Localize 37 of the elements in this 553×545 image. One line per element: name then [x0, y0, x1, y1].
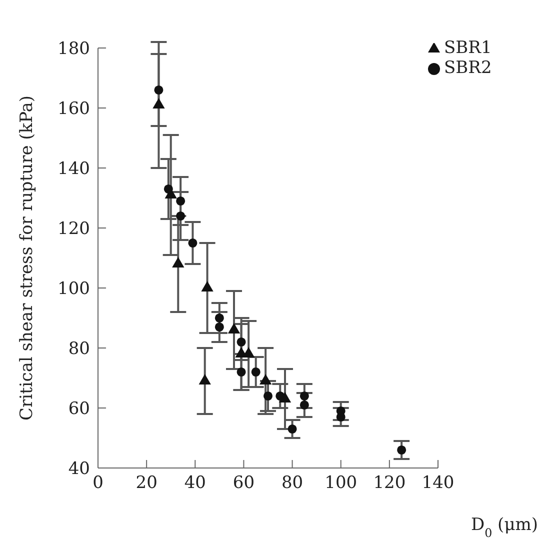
point — [176, 211, 186, 221]
point — [300, 391, 309, 401]
legend-label: SBR1 — [444, 38, 492, 58]
point — [397, 445, 406, 455]
point — [236, 337, 246, 347]
point — [214, 322, 224, 332]
y-tick-label: 120 — [58, 219, 90, 240]
x-tick-label: 40 — [184, 473, 206, 494]
point — [276, 391, 285, 401]
point — [336, 412, 346, 422]
point — [164, 184, 173, 194]
x-tick-label: 80 — [281, 473, 304, 494]
y-tick-label: 100 — [58, 279, 90, 300]
point — [288, 424, 297, 434]
x-tick-label: 60 — [232, 473, 255, 494]
x-axis-title: D$_{0}$ (μm) — [470, 515, 538, 540]
point — [214, 313, 224, 323]
point — [251, 367, 260, 377]
point — [236, 367, 246, 377]
x-tick-label: 0 — [92, 473, 104, 494]
y-tick-label: 80 — [68, 339, 90, 360]
x-tick-label: 140 — [422, 473, 454, 494]
point — [176, 196, 186, 206]
x-tick-label: 100 — [324, 473, 358, 494]
y-tick-label: 180 — [58, 39, 90, 60]
y-tick-label: 40 — [68, 459, 90, 480]
point — [300, 400, 309, 410]
x-tick-label: 20 — [136, 473, 158, 494]
point — [188, 238, 198, 248]
y-axis-title: Critical shear stress for rupture (kPa) — [17, 95, 37, 421]
y-tick-label: 160 — [58, 99, 90, 120]
legend-label: SBR2 — [444, 58, 492, 78]
point — [154, 85, 164, 95]
x-tick-label: 120 — [373, 473, 406, 494]
point — [263, 391, 273, 401]
y-tick-label: 60 — [68, 399, 90, 420]
y-tick-label: 140 — [58, 159, 90, 180]
